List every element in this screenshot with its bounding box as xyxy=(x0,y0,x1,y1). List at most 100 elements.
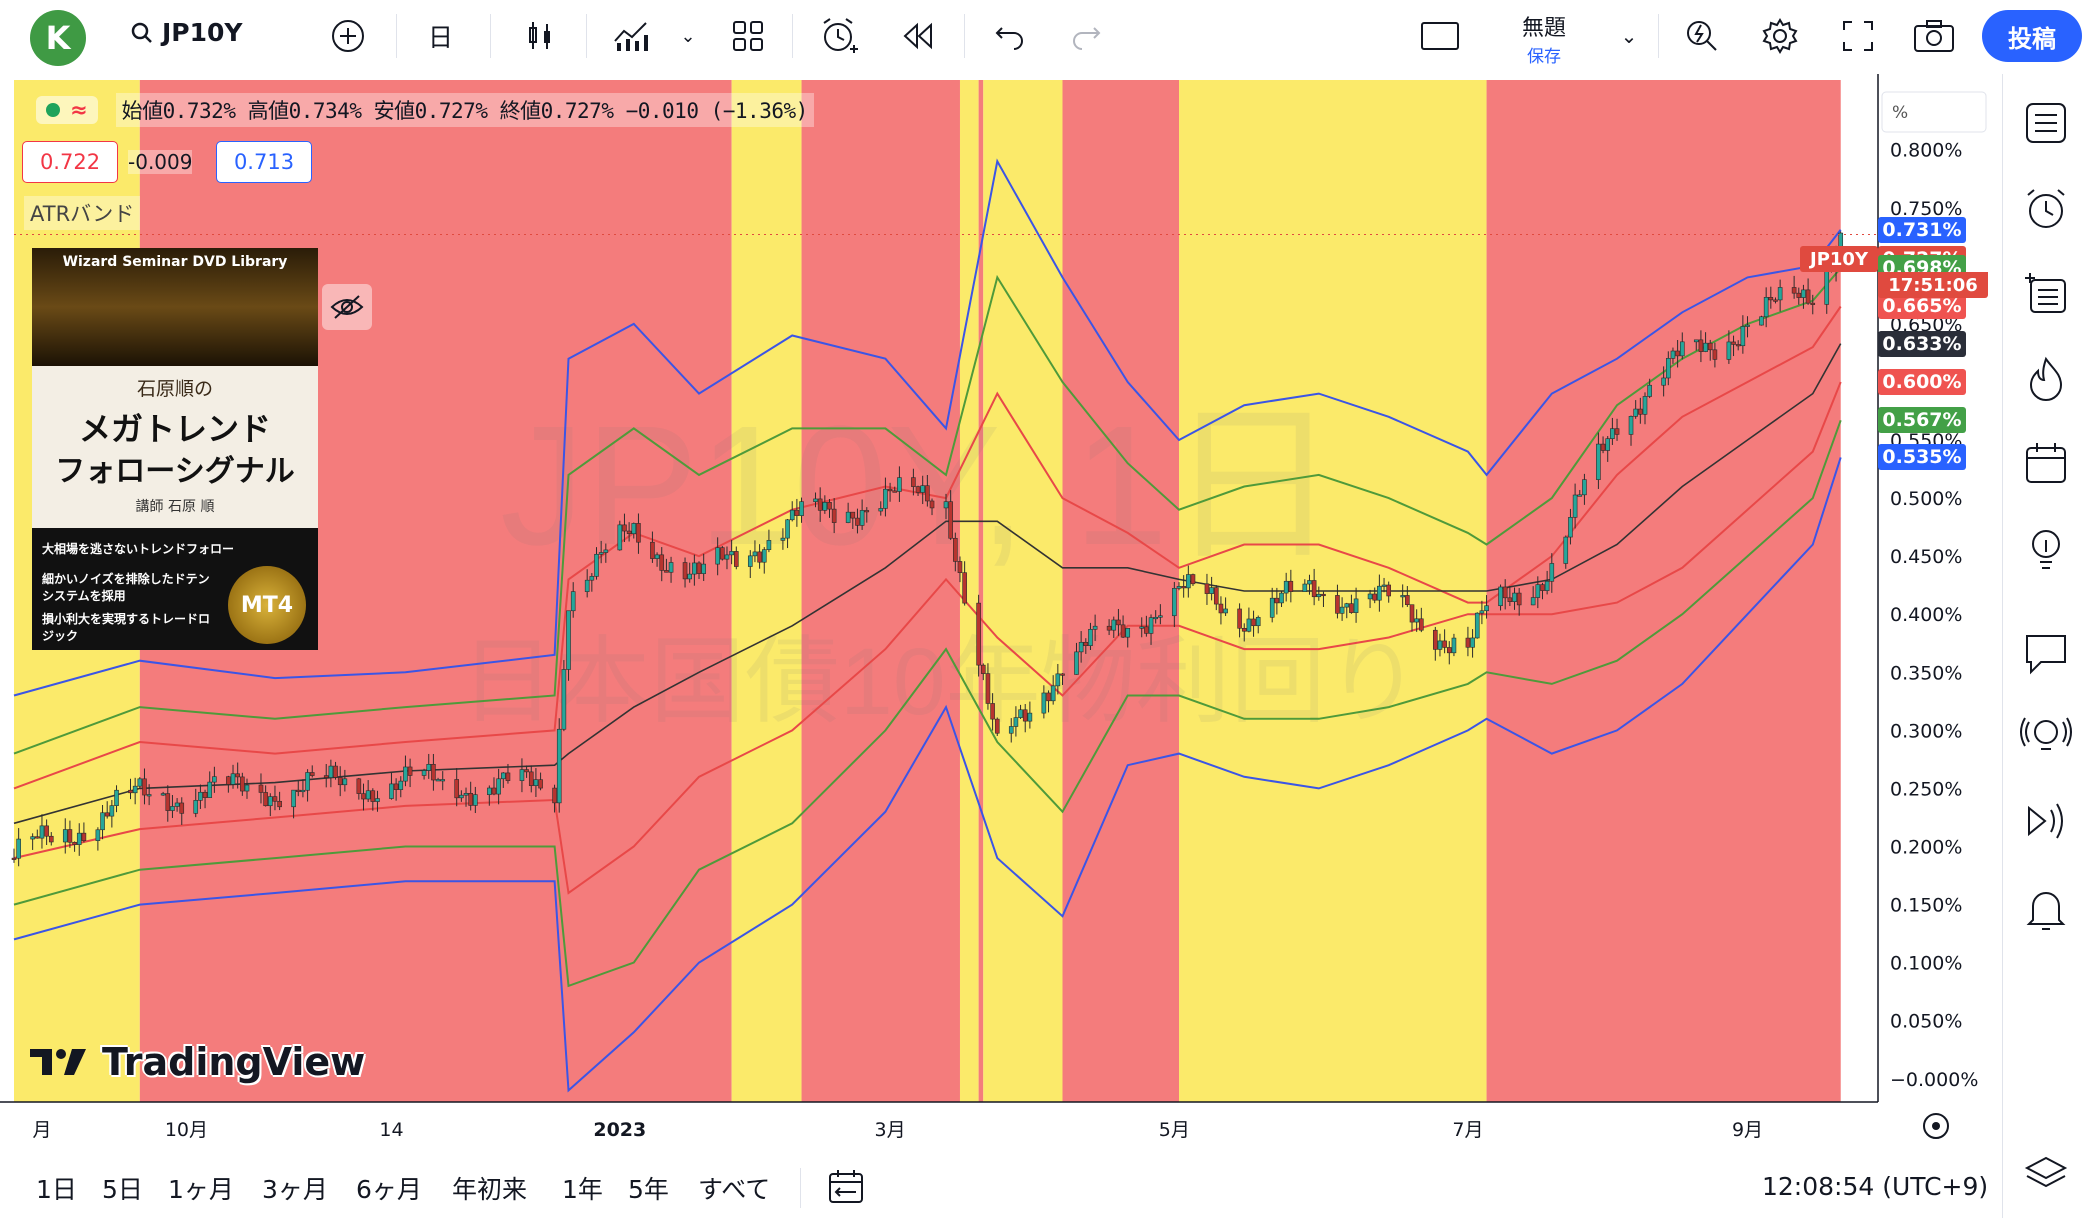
chevron-down-icon[interactable]: ⌄ xyxy=(680,25,696,47)
object-tree-icon[interactable] xyxy=(2023,270,2069,316)
candle xyxy=(505,763,511,784)
redo-button[interactable] xyxy=(1064,14,1108,58)
fullscreen-button[interactable] xyxy=(1836,14,1880,58)
range-all-button[interactable]: すべて xyxy=(698,1175,771,1204)
indicators-button[interactable] xyxy=(608,14,656,58)
candle-body xyxy=(1344,603,1350,608)
chart-type-button[interactable] xyxy=(518,14,562,58)
candle xyxy=(701,553,706,582)
candle xyxy=(953,532,958,572)
publish-button[interactable]: 投稿 xyxy=(1982,10,2082,62)
replay-button[interactable] xyxy=(896,14,940,58)
candle-body xyxy=(491,787,497,795)
indicator-label[interactable]: ATRバンド xyxy=(24,196,141,230)
axis-unit-box[interactable] xyxy=(1881,91,1987,133)
candle xyxy=(1041,685,1047,719)
candle-body xyxy=(426,763,432,771)
chat-icon[interactable] xyxy=(2023,630,2069,676)
symbol-search-button[interactable]: JP10Y xyxy=(130,18,243,47)
layout-name[interactable]: 無題 xyxy=(1521,16,1566,41)
axis-settings-button[interactable] xyxy=(1923,1113,1949,1139)
candle-body xyxy=(496,778,501,795)
timezone-clock[interactable]: 12:08:54 (UTC+9) xyxy=(1762,1172,1989,1201)
candle xyxy=(887,482,893,502)
candle-body xyxy=(622,524,627,532)
candle-body xyxy=(701,563,706,574)
candle-body xyxy=(1666,358,1671,379)
layout-grid-button[interactable] xyxy=(726,14,770,58)
candle xyxy=(491,777,497,796)
candle-body xyxy=(911,477,916,487)
watchlist-icon[interactable] xyxy=(2023,100,2069,146)
candle xyxy=(305,769,310,802)
timeframe-button[interactable]: 日 xyxy=(428,23,454,52)
undo-button[interactable] xyxy=(988,14,1032,58)
user-avatar[interactable]: K xyxy=(30,10,86,66)
settings-button[interactable] xyxy=(1758,14,1802,58)
range-6m-button[interactable]: 6ヶ月 xyxy=(356,1175,422,1204)
candle-body xyxy=(440,779,446,782)
ad-banner[interactable]: Wizard Seminar DVD Library 石原順の メガトレンド フ… xyxy=(32,248,318,650)
range-3m-button[interactable]: 3ヶ月 xyxy=(262,1175,328,1204)
range-1y-button[interactable]: 1年 xyxy=(562,1175,603,1204)
candle-body xyxy=(1158,615,1163,618)
candle xyxy=(454,768,460,807)
candle xyxy=(729,539,734,565)
range-ytd-button[interactable]: 年初来 xyxy=(452,1175,528,1204)
snapshot-button[interactable] xyxy=(1910,14,1958,58)
lightbulb-icon[interactable] xyxy=(2023,526,2069,572)
ask-button[interactable]: 0.713 xyxy=(216,141,312,183)
streams-icon[interactable] xyxy=(2023,798,2069,844)
candle xyxy=(757,544,762,569)
hide-ad-button[interactable] xyxy=(322,284,372,330)
candle xyxy=(179,797,185,825)
quick-search-button[interactable] xyxy=(1680,14,1724,58)
legend-toggle[interactable]: ≈ xyxy=(36,96,98,124)
candle-body xyxy=(1251,618,1256,627)
alert-add-button[interactable] xyxy=(816,14,864,58)
candle xyxy=(431,753,436,791)
calendar-icon[interactable] xyxy=(2023,440,2069,486)
time-axis[interactable] xyxy=(0,1102,2002,1160)
compare-add-button[interactable] xyxy=(326,14,370,58)
layers-icon[interactable] xyxy=(2023,1152,2069,1198)
candle-body xyxy=(720,547,725,560)
bid-button[interactable]: 0.722 xyxy=(22,141,118,183)
candle xyxy=(1568,508,1573,545)
chevron-down-icon[interactable]: ⌄ xyxy=(1620,24,1638,48)
candle xyxy=(487,785,492,806)
candle xyxy=(459,790,464,802)
candle-body xyxy=(1577,494,1583,497)
tv-logo-text: TradingView xyxy=(102,1040,366,1084)
candle-body xyxy=(435,779,441,782)
layout-select-button[interactable] xyxy=(1418,14,1462,58)
range-5y-button[interactable]: 5年 xyxy=(628,1175,669,1204)
candle-body xyxy=(1311,580,1317,598)
idea-stream-icon[interactable] xyxy=(2019,714,2073,760)
candle-body xyxy=(207,781,213,798)
candle xyxy=(39,814,45,849)
flame-icon[interactable] xyxy=(2023,356,2069,402)
candle-body xyxy=(1712,349,1718,360)
candle xyxy=(1204,573,1210,605)
range-5d-button[interactable]: 5日 xyxy=(102,1175,143,1204)
go-to-date-button[interactable] xyxy=(826,1166,866,1210)
candle xyxy=(752,540,758,563)
candle xyxy=(1763,287,1769,328)
layout-save-link[interactable]: 保存 xyxy=(1527,47,1561,67)
price-tick-label: 0.350% xyxy=(1890,662,1962,684)
bell-icon[interactable] xyxy=(2023,886,2069,932)
candle xyxy=(72,841,77,852)
range-1m-button[interactable]: 1ヶ月 xyxy=(168,1175,234,1204)
price-chart[interactable]: JP10Y, 1日 日本国債10年物利回り 0.800%0.750%0.700%… xyxy=(0,74,2002,1160)
range-1d-button[interactable]: 1日 xyxy=(36,1175,77,1204)
alarm-clock-icon[interactable] xyxy=(2023,186,2069,232)
price-tick-label: 0.750% xyxy=(1890,198,1962,220)
time-tick-label: 3月 xyxy=(875,1119,906,1141)
candle xyxy=(142,768,147,805)
candle-body xyxy=(226,776,231,785)
candle xyxy=(407,758,413,788)
toolbar-divider xyxy=(586,14,587,58)
candle xyxy=(631,522,637,539)
candle-body xyxy=(361,793,366,800)
